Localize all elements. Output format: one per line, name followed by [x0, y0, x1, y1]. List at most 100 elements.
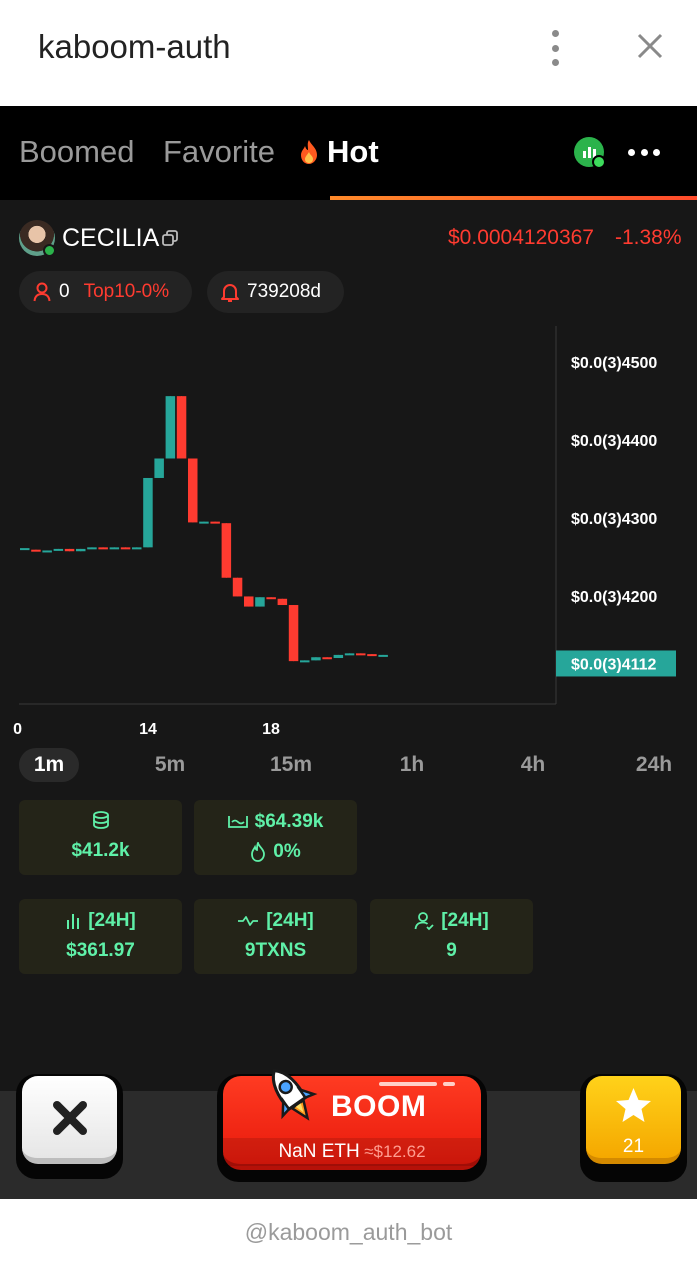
candle	[188, 458, 198, 523]
interval-15m[interactable]: 15m	[269, 753, 313, 776]
interval-1m[interactable]: 1m	[19, 748, 79, 782]
copy-icon[interactable]	[160, 228, 180, 248]
candle	[266, 597, 276, 600]
tab-favorite[interactable]: Favorite	[163, 134, 275, 169]
y-tick-label: $0.0(3)4500	[571, 355, 657, 372]
candle	[367, 654, 377, 657]
volume-bars-icon	[67, 914, 80, 929]
candle	[244, 596, 254, 607]
activity-icon	[238, 916, 259, 926]
title-bar: kaboom-auth	[0, 0, 697, 106]
candle	[232, 577, 243, 597]
candle	[199, 521, 209, 524]
candle	[109, 547, 120, 550]
bell-icon	[221, 284, 239, 302]
token-price: $0.0004120367	[448, 226, 594, 249]
txns-card: [24H] 9TXNS	[194, 899, 357, 974]
candle	[300, 660, 310, 663]
candle	[210, 521, 220, 524]
favorite-button[interactable]: 21	[580, 1074, 687, 1182]
candle	[64, 548, 75, 552]
volume-card: [24H] $361.97	[19, 899, 182, 974]
candle	[53, 548, 64, 551]
candle	[120, 547, 131, 550]
bar-chart-icon	[583, 147, 596, 158]
token-name: CECILIA	[62, 224, 160, 252]
boom-amount: NaN ETH ≈$12.62	[223, 1138, 481, 1166]
token-age: 739208d	[247, 281, 321, 302]
candle	[76, 548, 86, 552]
candle	[176, 396, 187, 459]
burn-value: 0%	[273, 841, 301, 862]
bot-username[interactable]: @kaboom_auth_bot	[0, 1199, 697, 1270]
interval-24h[interactable]: 24h	[635, 753, 673, 776]
verified-badge-icon	[43, 244, 56, 257]
holders-count: 0	[59, 281, 70, 302]
candle	[344, 653, 355, 656]
txns-value: 9TXNS	[244, 940, 307, 961]
user-icon	[33, 282, 51, 302]
y-tick-label: $0.0(3)4400	[571, 433, 657, 450]
boom-label: BOOM	[331, 1090, 427, 1123]
button-shine	[379, 1082, 437, 1086]
candle	[288, 605, 299, 662]
traders-period: [24H]	[441, 910, 489, 931]
traders-value: 9	[446, 940, 457, 961]
star-icon	[616, 1088, 651, 1122]
skip-button[interactable]	[16, 1074, 123, 1179]
traders-icon	[414, 912, 434, 931]
coins-icon	[92, 811, 109, 829]
y-tick-label: $0.0(3)4200	[571, 589, 657, 606]
x-icon	[53, 1101, 87, 1135]
boom-usd-amount: ≈$12.62	[364, 1142, 426, 1161]
candle	[221, 523, 232, 578]
x-tick-label: 14	[139, 721, 157, 736]
x-tick-label: 0	[13, 721, 22, 736]
candle	[98, 547, 108, 550]
x-tick-label: 18	[262, 721, 280, 736]
flame-icon	[251, 842, 266, 862]
candle	[255, 597, 265, 607]
candle	[132, 547, 142, 550]
candle	[87, 547, 97, 550]
current-price-label: $0.0(3)4112	[571, 656, 657, 673]
token-header: CECILIA $0.0004120367 -1.38%	[0, 216, 697, 260]
liquidity-card: $64.39k 0%	[194, 800, 357, 875]
kebab-menu-icon[interactable]	[545, 30, 565, 66]
candle	[42, 550, 52, 553]
chart-view-icon[interactable]	[574, 137, 606, 169]
candle	[277, 598, 288, 606]
candle	[31, 549, 41, 552]
active-tab-indicator	[330, 196, 697, 200]
favorite-count: 21	[622, 1136, 645, 1157]
interval-4h[interactable]: 4h	[520, 753, 546, 776]
candle	[165, 396, 176, 459]
y-tick-label: $0.0(3)4300	[571, 511, 657, 528]
candle	[311, 657, 321, 661]
interval-5m[interactable]: 5m	[154, 753, 186, 776]
price-chart[interactable]: $0.0(3)4500 $0.0(3)4400 $0.0(3)4300 $0.0(3)…	[0, 326, 697, 736]
app-content: Boomed Favorite Hot	[0, 106, 697, 1199]
market-cap-value: $41.2k	[71, 840, 130, 861]
txns-period: [24H]	[266, 910, 314, 931]
current-price-tag	[556, 650, 676, 677]
candle	[143, 477, 153, 548]
volume-period: [24H]	[88, 910, 136, 931]
tab-hot-label: Hot	[327, 134, 379, 169]
tab-boomed[interactable]: Boomed	[19, 134, 135, 169]
age-pill: 739208d	[207, 271, 344, 313]
boom-eth-amount: NaN ETH	[278, 1141, 360, 1162]
traders-card: [24H] 9	[370, 899, 533, 974]
liquidity-value: $64.39k	[254, 811, 324, 832]
tab-hot[interactable]: Hot	[298, 134, 379, 170]
candle	[20, 548, 30, 551]
close-icon[interactable]	[632, 28, 668, 64]
more-options-icon[interactable]	[628, 149, 660, 157]
boom-button[interactable]: BOOM NaN ETH ≈$12.62	[217, 1074, 487, 1182]
candle	[154, 458, 164, 478]
top-tabs: Boomed Favorite Hot	[0, 106, 697, 200]
interval-1h[interactable]: 1h	[399, 753, 425, 776]
button-shine	[443, 1082, 455, 1086]
price-change: -1.38%	[615, 226, 682, 249]
